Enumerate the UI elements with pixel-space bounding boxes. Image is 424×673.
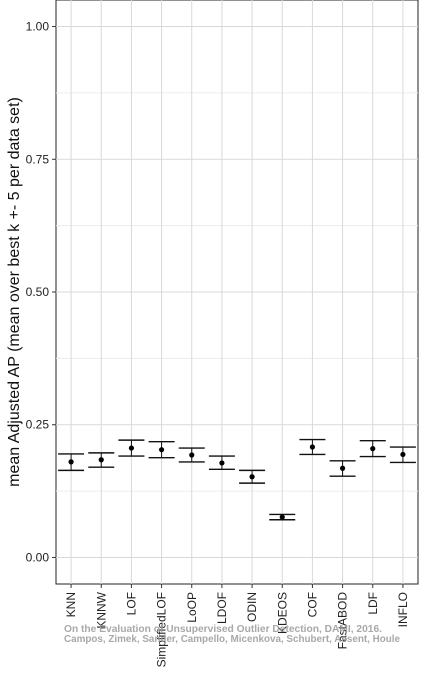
mean-point — [128, 445, 135, 451]
mean-point — [249, 474, 255, 480]
y-tick-label: 0.25 — [26, 418, 50, 432]
mean-point — [370, 446, 376, 452]
x-tick-label: LDOF — [215, 592, 229, 624]
mean-point — [279, 514, 285, 520]
mean-point — [68, 459, 74, 465]
mean-point — [189, 452, 195, 458]
x-tick-label: LOF — [124, 592, 138, 615]
mean-point — [309, 444, 316, 450]
mean-point — [339, 465, 346, 471]
x-tick-label: KNNW — [94, 591, 108, 628]
y-tick-label: 0.50 — [26, 285, 50, 299]
x-tick-label: INFLO — [396, 592, 410, 627]
x-tick-label: FastABOD — [336, 592, 350, 650]
y-axis: 0.00 0.25 0.50 0.75 1.00 — [26, 20, 56, 564]
y-tick-label: 0.00 — [26, 550, 50, 564]
y-tick-label: 1.00 — [26, 20, 50, 34]
grid — [56, 0, 418, 584]
watermark-line-2: Campos, Zimek, Sander, Campello, Micenko… — [64, 634, 400, 645]
x-tick-label: KNN — [64, 592, 78, 617]
x-tick-label: ODIN — [245, 592, 259, 622]
y-tick-label: 0.75 — [26, 152, 50, 166]
mean-point — [400, 451, 406, 458]
y-axis-title: mean Adjusted AP (mean over best k +- 5 … — [6, 97, 23, 487]
watermark-line-1: On the Evaluation of Unsupervised Outlie… — [64, 624, 382, 635]
x-tick-label: KDEOS — [275, 592, 289, 634]
x-tick-label: COF — [305, 592, 319, 617]
mean-point — [219, 460, 225, 466]
mean-point — [158, 447, 165, 453]
mean-point — [98, 457, 104, 463]
error-bars — [58, 438, 416, 521]
x-tick-label: LoOP — [185, 592, 199, 623]
x-axis: KNN KNNW LOF SimplifiedLOF LoOP LDOF ODIN KDEOS… — [64, 584, 410, 667]
x-tick-label: SimplifiedLOF — [155, 592, 169, 667]
x-tick-label: LDF — [366, 592, 380, 615]
watermark: On the Evaluation of Unsupervised Outlie… — [64, 624, 400, 645]
